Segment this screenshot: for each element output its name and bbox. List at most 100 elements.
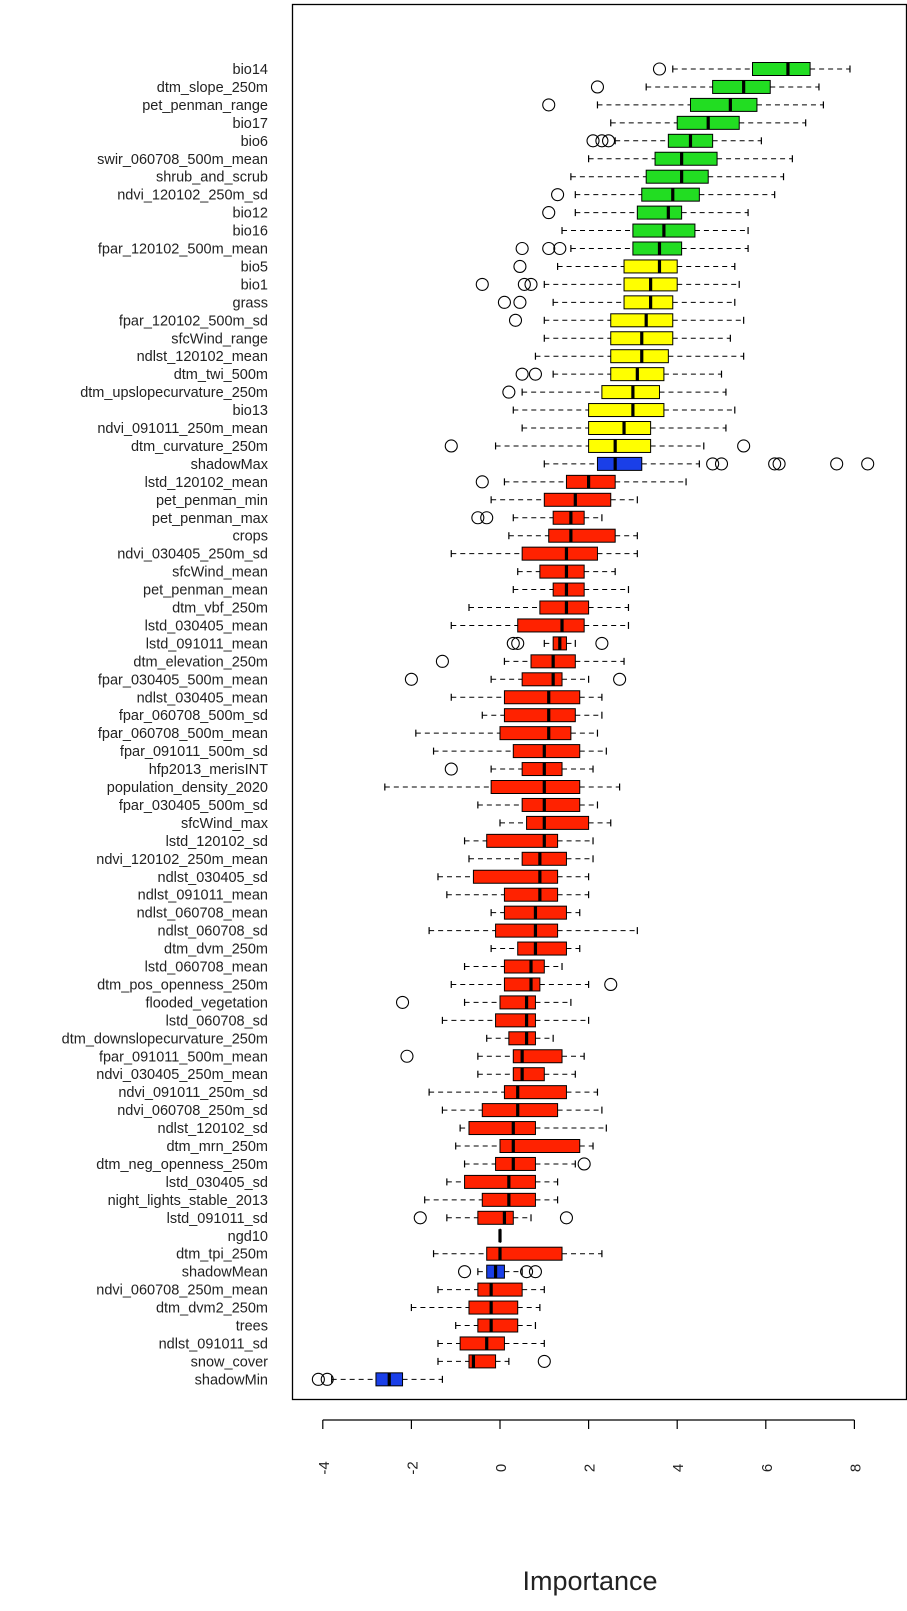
outlier-point — [559, 1211, 574, 1225]
box — [477, 1282, 523, 1297]
variable-label: grass — [233, 295, 268, 311]
box — [552, 582, 585, 597]
boxplot-row: shadowMax — [191, 456, 875, 473]
boxplot-row: ngd10 — [228, 1228, 502, 1245]
variable-label: lstd_060708_mean — [145, 960, 268, 976]
variable-label: ndvi_060708_250m_sd — [117, 1103, 268, 1119]
outlier-point — [577, 1157, 591, 1171]
outlier-point — [435, 654, 449, 668]
x-tick-label: -2 — [404, 1461, 421, 1474]
box — [503, 977, 541, 992]
boxplot-row: population_density_2020 — [107, 780, 621, 796]
box — [495, 1156, 536, 1171]
outlier-point — [613, 672, 627, 686]
box — [645, 169, 709, 184]
boxplot-row: swir_060708_500m_mean — [97, 151, 793, 168]
boxplot-row: bio1 — [241, 277, 740, 293]
variable-label: dtm_mrn_250m — [166, 1139, 268, 1155]
variable-label: sfcWind_max — [181, 816, 269, 832]
boxplot-row: pet_penman_max — [152, 510, 603, 527]
box — [499, 1139, 581, 1153]
box — [521, 546, 598, 561]
variable-label: pet_penman_min — [156, 493, 268, 509]
boxplot-row: bio13 — [233, 403, 736, 419]
box — [521, 762, 563, 777]
variable-label: swir_060708_500m_mean — [97, 152, 268, 168]
outlier-point — [542, 206, 556, 220]
box — [468, 1121, 536, 1136]
outlier-point — [471, 511, 485, 525]
variable-label: sfcWind_range — [171, 331, 268, 347]
box — [548, 528, 616, 543]
variable-label: dtm_neg_openness_250m — [96, 1157, 268, 1173]
outlier-point — [404, 672, 418, 686]
variable-label: dtm_tpi_250m — [176, 1247, 268, 1263]
boxplot-rows: bio14 dtm_slope_250m pet_penman_range bio17… — [62, 62, 875, 1388]
boxplot-row: crops — [233, 528, 638, 545]
variable-label: lstd_030405_sd — [166, 1175, 268, 1191]
boxplot-row: dtm_upslopecurvature_250m — [80, 385, 727, 401]
boxplot-row: shadowMin — [195, 1372, 444, 1388]
variable-label: dtm_dvm2_250m — [156, 1301, 268, 1317]
outlier-point — [395, 995, 410, 1009]
boxplot-row: ndvi_120102_250m_sd — [117, 187, 776, 204]
boxplot-row: ndvi_091011_250m_sd — [118, 1085, 599, 1101]
outlier-point — [542, 241, 556, 256]
boxplot-row: dtm_tpi_250m — [176, 1246, 603, 1263]
variable-label: fpar_091011_500m_sd — [120, 744, 268, 760]
x-axis: -4 -2 0 2 4 6 8 — [316, 1419, 864, 1475]
variable-label: bio17 — [233, 116, 268, 132]
box — [521, 851, 567, 866]
variable-label: dtm_downslopecurvature_250m — [62, 1031, 268, 1047]
outlier-point — [586, 134, 600, 148]
outlier-point — [513, 259, 527, 274]
box — [539, 600, 590, 615]
variable-label: fpar_060708_500m_sd — [119, 708, 268, 724]
outlier-point — [511, 636, 525, 650]
variable-label: lstd_120102_sd — [166, 834, 268, 850]
variable-label: ndvi_120102_250m_sd — [117, 188, 268, 204]
boxplot-row: ndlst_030405_sd — [158, 869, 590, 886]
outlier-point — [506, 636, 520, 650]
variable-label: shadowMax — [191, 457, 269, 473]
box — [610, 313, 674, 328]
boxplot-row: fpar_091011_500m_sd — [120, 744, 607, 760]
variable-label: dtm_pos_openness_250m — [97, 977, 268, 993]
boxplot-row: lstd_030405_sd — [166, 1174, 559, 1191]
box — [499, 995, 536, 1010]
variable-label: ndvi_060708_250m_mean — [96, 1283, 268, 1299]
outlier-point — [508, 313, 523, 327]
boxplot-row: fpar_030405_500m_sd — [119, 797, 599, 814]
variable-label: fpar_060708_500m_mean — [98, 726, 268, 742]
box — [552, 510, 585, 525]
outlier-point — [458, 1265, 472, 1279]
box — [752, 62, 811, 76]
outlier-point — [604, 977, 618, 992]
variable-label: bio6 — [241, 134, 268, 150]
outlier-point — [311, 1372, 325, 1386]
variable-label: fpar_120102_500m_sd — [119, 313, 268, 329]
box — [517, 941, 567, 956]
variable-label: bio14 — [233, 62, 268, 78]
box — [632, 241, 683, 256]
boxplot-row: ndlst_060708_sd — [158, 923, 638, 940]
variable-label: ndlst_030405_sd — [158, 870, 268, 886]
boxplot-row: dtm_elevation_250m — [133, 654, 625, 670]
box — [512, 1067, 545, 1082]
boxplot-row: sfcWind_max — [181, 815, 612, 832]
outlier-point — [517, 277, 531, 291]
boxplot-row: ndvi_030405_250m_mean — [96, 1067, 576, 1083]
boxplot-row: ndlst_030405_mean — [137, 690, 603, 706]
variable-label: bio5 — [241, 259, 268, 275]
boxplot-row: fpar_060708_500m_sd — [119, 708, 603, 724]
box — [459, 1336, 505, 1351]
variable-label: ngd10 — [228, 1229, 268, 1245]
outlier-point — [444, 762, 458, 776]
variable-label: bio16 — [233, 224, 268, 240]
boxplot-row: dtm_dvm2_250m — [156, 1300, 541, 1317]
outlier-point — [513, 295, 527, 309]
variable-label: ndvi_030405_250m_sd — [117, 547, 268, 563]
boxplot-row: shrub_and_scrub — [156, 169, 785, 186]
variable-label: crops — [233, 529, 268, 545]
boxplot-row: fpar_091011_500m_mean — [99, 1049, 585, 1065]
